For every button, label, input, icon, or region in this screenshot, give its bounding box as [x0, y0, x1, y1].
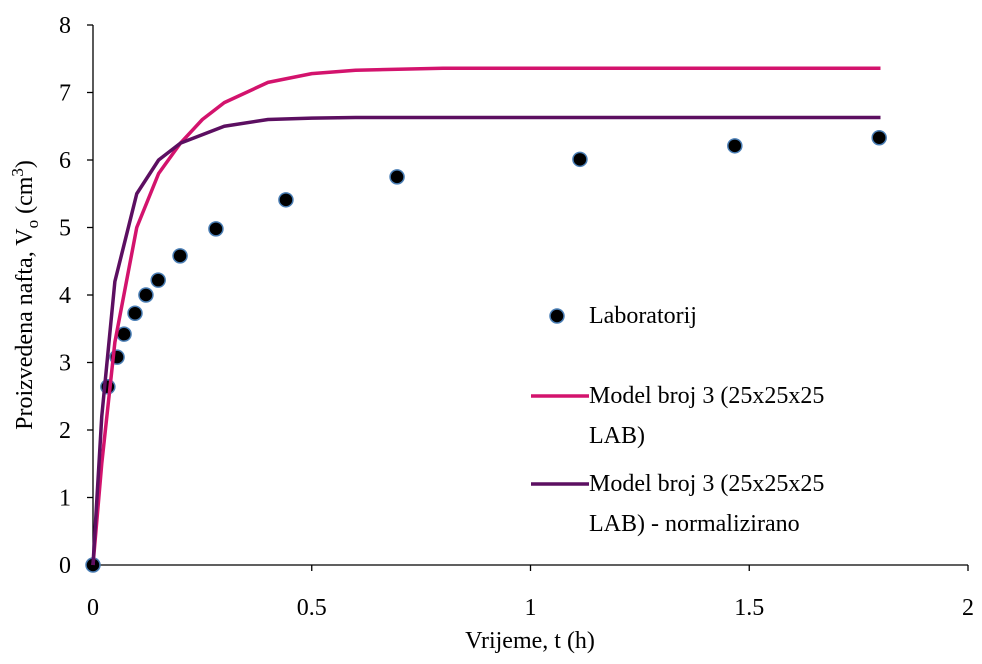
y-tick-label: 6 [59, 148, 71, 174]
y-title-sub: o [23, 220, 42, 229]
line [91, 66, 881, 566]
legend: Laboratorij Model broj 3 (25x25x25 LAB) Mo… [531, 296, 871, 552]
y-tick-label: 3 [59, 351, 71, 377]
y-tick-label: 2 [59, 418, 71, 444]
x-tick-label: 0 [87, 595, 99, 621]
point [871, 129, 887, 146]
point [727, 138, 743, 154]
y-tick-label: 7 [59, 81, 71, 107]
y-title-sup: 3 [8, 168, 27, 177]
point [116, 326, 132, 342]
y-title-part: ) [12, 160, 38, 168]
x-tick-label: 1 [525, 595, 537, 621]
point [150, 272, 166, 288]
legend-entry: Model broj 3 (25x25x25 LAB) - normalizir… [531, 464, 871, 544]
legend-label: Model broj 3 (25x25x25 LAB) - normalizir… [589, 471, 825, 537]
x-tick-label: 0.5 [297, 595, 327, 621]
point [572, 151, 588, 168]
legend-label: Model broj 3 (25x25x25 LAB) [589, 383, 825, 449]
legend-key [531, 394, 589, 398]
line [91, 115, 881, 566]
y-tick-label: 8 [59, 13, 71, 39]
legend-key [549, 308, 565, 324]
legend-key [531, 482, 589, 486]
point [278, 192, 294, 208]
x-axis-title: Vrijeme, t (h) [465, 628, 595, 654]
x-tick-label: 1.5 [734, 595, 764, 621]
legend-label: Laboratorij [589, 303, 697, 329]
point [208, 221, 224, 237]
y-axis-title: Proizvedena nafta, Vo (cm3) [8, 160, 42, 430]
y-tick-label: 0 [59, 553, 71, 579]
y-tick-label: 4 [59, 283, 71, 309]
x-tick-label: 2 [962, 595, 974, 621]
legend-entry: Model broj 3 (25x25x25 LAB) [531, 376, 871, 456]
legend-marker [549, 308, 565, 324]
y-tick-label: 5 [59, 216, 71, 242]
legend-entry: Laboratorij [531, 296, 871, 336]
point [127, 305, 143, 321]
point [172, 248, 188, 264]
point [389, 169, 405, 185]
y-title-part: (cm [12, 176, 38, 220]
y-tick-label: 1 [59, 486, 71, 512]
point [138, 287, 154, 303]
y-title-part: Proizvedena nafta, V [12, 228, 38, 430]
